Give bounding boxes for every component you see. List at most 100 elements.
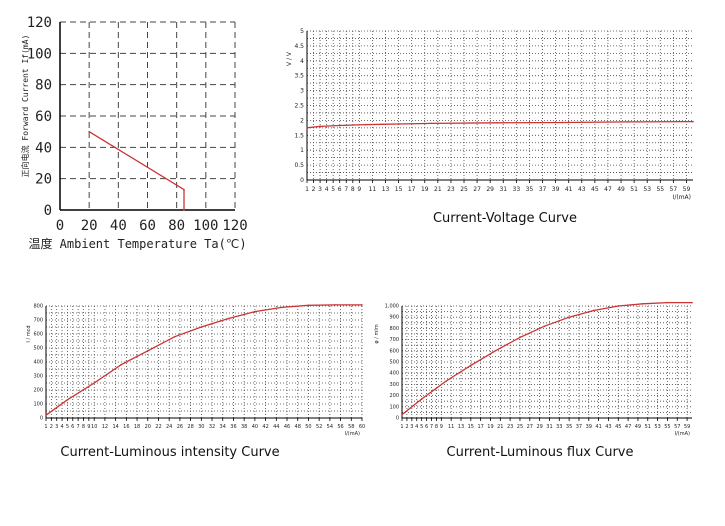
x-tick-label: 42 <box>262 424 268 430</box>
flux-caption: Current-Luminous flux Curve <box>446 445 634 460</box>
x-tick-label: 16 <box>123 424 129 430</box>
x-axis-label: I/(mA) <box>675 431 690 437</box>
y-tick-label: 300 <box>33 374 43 380</box>
x-tick-label: 34 <box>220 424 226 430</box>
x-tick-label: 35 <box>566 424 572 430</box>
x-tick-label: 21 <box>497 424 503 430</box>
x-tick-label: 15 <box>395 186 403 193</box>
y-tick-label: 0 <box>40 416 43 422</box>
series-line <box>401 301 692 416</box>
x-tick-label: 27 <box>527 424 533 430</box>
x-tick-label: 1 <box>305 186 309 193</box>
data-point <box>420 398 423 400</box>
x-tick-label: 24 <box>166 424 172 430</box>
y-tick-label: 2 <box>300 117 304 124</box>
data-point <box>691 301 693 304</box>
y-tick-label: 3 <box>300 88 304 95</box>
x-tick-label: 2 <box>405 424 408 430</box>
data-point <box>397 123 400 125</box>
x-tick-label: 9 <box>87 424 90 430</box>
plot-area: 1 2 3 4 5 6 7 8 9 11 13 15 17 19 21 23 25 27 29 31 33 35 37 39 4… <box>374 301 693 437</box>
x-tick-label: 3 <box>410 424 413 430</box>
x-tick-label: 29 <box>486 186 494 193</box>
x-tick-label: 9 <box>357 186 361 193</box>
x-tick-label: 38 <box>241 424 247 430</box>
x-tick-label: 59 <box>683 186 691 193</box>
x-tick-label: 19 <box>421 186 429 193</box>
y-tick-label: 900 <box>389 315 399 321</box>
x-tick-label: 25 <box>460 186 468 193</box>
data-point <box>642 302 644 305</box>
x-tick-label: 32 <box>209 424 215 430</box>
x-tick-label: 20 <box>145 424 151 430</box>
y-tick-label: 200 <box>33 388 43 394</box>
x-tick-label: 7 <box>77 424 80 430</box>
x-tick-label: 5 <box>66 424 69 430</box>
data-point <box>88 130 90 133</box>
y-tick-label: 500 <box>389 360 399 366</box>
x-tick-label: 40 <box>252 424 258 430</box>
x-tick-label: 51 <box>645 424 651 430</box>
x-tick-label: 49 <box>617 186 625 193</box>
x-tick-label: 8 <box>351 186 355 193</box>
y-tick-label: 20 <box>35 172 52 188</box>
y-tick-label: 4.5 <box>294 43 304 50</box>
x-tick-label: 9 <box>440 424 443 430</box>
x-tick-label: 43 <box>605 424 611 430</box>
x-tick-label: 54 <box>327 424 333 430</box>
data-point <box>254 310 256 313</box>
x-tick-label: 17 <box>408 186 416 193</box>
data-point <box>338 124 341 127</box>
data-point <box>319 125 321 128</box>
data-point <box>361 304 363 306</box>
x-tick-label: 11 <box>369 186 377 193</box>
x-tick-label: 31 <box>546 424 552 430</box>
series-line <box>45 304 362 416</box>
x-tick-label: 4 <box>60 424 63 430</box>
x-tick-label: 33 <box>513 186 521 193</box>
y-tick-label: 5 <box>300 28 304 35</box>
x-tick-label: 41 <box>595 424 601 430</box>
series-line <box>306 120 694 129</box>
y-axis-label: φ / mlm <box>374 324 380 343</box>
flux-chart: 1 2 3 4 5 6 7 8 9 11 13 15 17 19 21 23 25 27 29 31 33 35 37 39 4… <box>374 301 693 437</box>
x-tick-label: 31 <box>499 186 507 193</box>
intensity-caption: Current-Luminous intensity Curve <box>60 445 280 460</box>
data-point <box>543 325 546 327</box>
data-point <box>45 414 47 416</box>
data-point <box>280 306 283 309</box>
data-point <box>470 364 472 367</box>
x-tick-label: 26 <box>177 424 183 430</box>
x-tick-label: 80 <box>168 218 185 234</box>
x-tick-label: 57 <box>670 186 678 193</box>
y-tick-label: 400 <box>33 360 43 366</box>
x-tick-label: 21 <box>434 186 442 193</box>
x-tick-label: 48 <box>295 424 301 430</box>
x-tick-label: 37 <box>539 186 547 193</box>
x-tick-label: 28 <box>187 424 193 430</box>
x-tick-label: 7 <box>344 186 348 193</box>
x-tick-label: 59 <box>684 424 690 430</box>
data-point <box>200 326 203 328</box>
y-tick-label: 1.5 <box>294 132 304 139</box>
x-tick-label: 19 <box>487 424 493 430</box>
data-point <box>334 304 337 306</box>
x-tick-label: 17 <box>477 424 483 430</box>
data-point <box>93 382 96 384</box>
y-tick-label: 100 <box>33 402 43 408</box>
plot-area: 1 2 3 4 5 6 7 8 9 10 12 14 16 18 20 22 24 26 28 30 32 34 36 38 4… <box>26 304 365 438</box>
x-tick-label: 47 <box>625 424 631 430</box>
x-tick-label: 13 <box>382 186 390 193</box>
x-tick-label: 0 <box>56 218 64 234</box>
y-tick-label: 0 <box>396 416 399 422</box>
data-point <box>120 364 122 366</box>
x-tick-label: 44 <box>273 424 279 430</box>
x-tick-label: 40 <box>110 218 127 234</box>
data-point <box>494 350 497 352</box>
x-tick-label: 39 <box>586 424 592 430</box>
x-tick-label: 14 <box>112 424 118 430</box>
x-tick-label: 22 <box>155 424 161 430</box>
x-tick-label: 12 <box>102 424 108 430</box>
data-point <box>519 336 521 339</box>
